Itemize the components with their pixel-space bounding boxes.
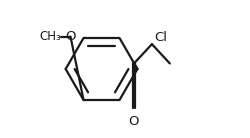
Text: O: O: [129, 115, 139, 128]
Text: CH₃: CH₃: [39, 30, 61, 43]
Text: O: O: [65, 30, 76, 43]
Text: Cl: Cl: [155, 31, 168, 44]
